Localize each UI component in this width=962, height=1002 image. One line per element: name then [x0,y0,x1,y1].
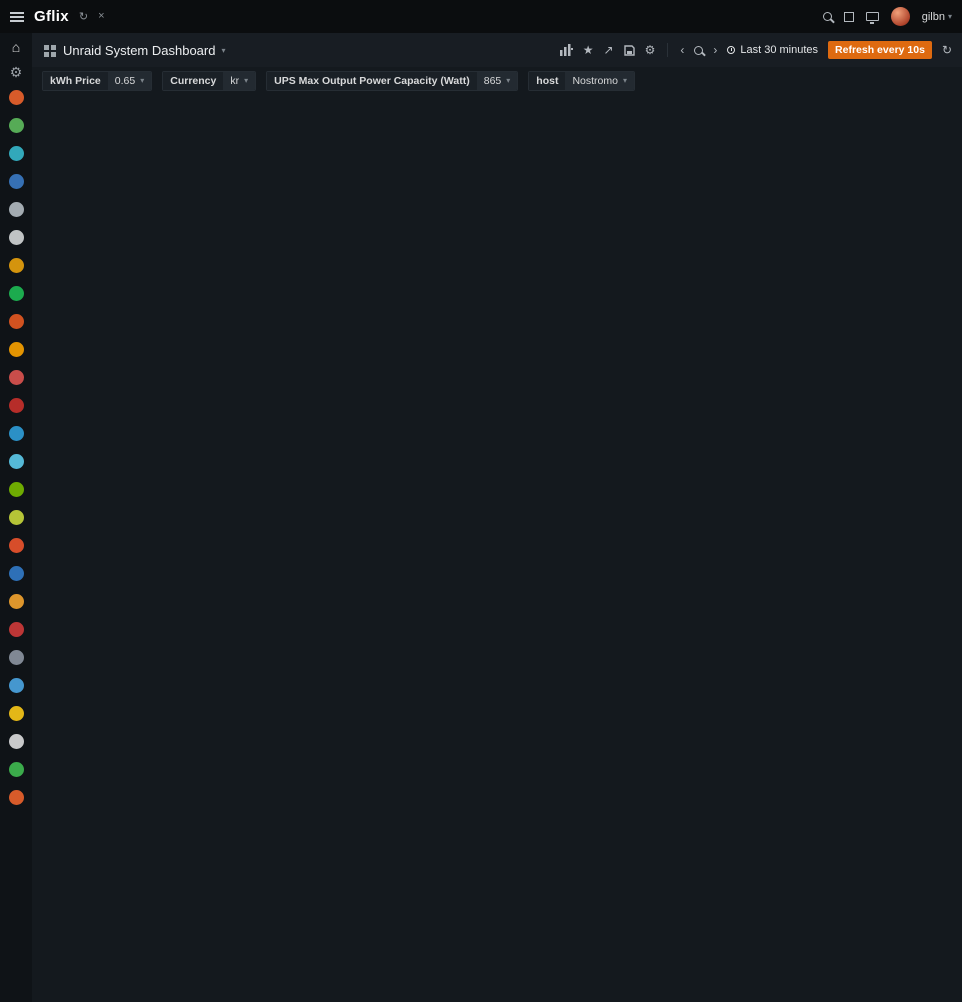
sidebar-app-icon[interactable] [8,510,24,525]
brand-logo[interactable]: Gflix [34,8,69,25]
display-icon[interactable] [865,12,879,24]
variable-label: host [529,71,566,90]
refresh-icon[interactable]: ↻ [941,43,952,57]
sidebar-app-icon[interactable] [8,370,24,385]
variable-value: Nostromo [572,74,618,87]
zoom-out-icon[interactable] [694,45,704,55]
sidebar-app-icon[interactable] [8,790,24,805]
time-shift-right-icon[interactable]: › [713,43,718,57]
dashboard-navbar: Unraid System Dashboard ▾ ★ ↗ ⚙ ‹ › Last… [32,33,962,67]
chevron-down-icon: ▾ [506,76,511,85]
search-icon[interactable] [822,12,832,21]
sidebar-app-icon[interactable] [8,342,24,357]
template-variables: kWh Price 0.65 ▾ Currency kr ▾ UPS Max Out… [32,67,962,94]
avatar[interactable] [890,7,910,26]
fullscreen-icon[interactable] [843,11,854,22]
variable-label: kWh Price [43,71,108,90]
sidebar-app-icon[interactable] [8,118,24,133]
sidebar-app-icon[interactable] [8,202,24,217]
sidebar-app-icon[interactable] [8,762,24,777]
variable-label: Currency [163,71,224,90]
sidebar-app-icon[interactable] [8,482,24,497]
sidebar-app-icon[interactable] [8,706,24,721]
sidebar-app-icon[interactable] [8,146,24,161]
title-caret-icon: ▾ [221,45,226,55]
sidebar-app-icon[interactable] [8,174,24,189]
save-icon[interactable] [623,44,635,56]
user-menu[interactable]: gilbn ▾ [922,11,952,23]
sidebar-app-icon[interactable] [8,650,24,665]
dashboard-picker-icon[interactable] [44,44,49,50]
variable-dropdown[interactable]: kWh Price 0.65 ▾ [42,70,153,91]
star-icon[interactable]: ★ [582,43,594,57]
chevron-down-icon: ▾ [40,100,45,102]
chevron-down-icon: ▾ [140,76,145,85]
sidebar-app-icon[interactable] [8,594,24,609]
variable-label: UPS Max Output Power Capacity (Watt) [267,71,477,90]
dashboard-canvas: ▾ UPS Stats UPS Load % Last 1 hour UPS L… [32,94,48,102]
dashboard-settings-icon[interactable]: ⚙ [644,43,656,57]
sidebar-app-icon[interactable] [8,678,24,693]
sidebar-app-icon[interactable] [8,566,24,581]
sidebar-app-icon[interactable] [8,286,24,301]
variable-dropdown[interactable]: UPS Max Output Power Capacity (Watt) 865… [266,70,519,91]
kiosk-close-icon[interactable]: × [98,10,105,22]
refresh-interval-button[interactable]: Refresh every 10s [828,41,932,59]
username: gilbn [921,10,945,23]
sidebar-app-icon[interactable] [8,538,24,553]
kiosk-cycle-icon[interactable]: ↻ [78,11,89,23]
chevron-down-icon: ▾ [622,76,627,85]
sidebar-app-icon[interactable] [8,398,24,413]
sidebar-app-icon[interactable] [8,734,24,749]
sidebar-app-icon[interactable] [8,90,24,105]
dashboard-title[interactable]: Unraid System Dashboard ▾ [63,42,226,58]
home-icon[interactable]: ⌂ [11,39,21,55]
clock-icon [727,46,736,54]
sidebar-app-icon[interactable] [8,230,24,245]
chevron-down-icon: ▾ [244,76,249,85]
share-icon[interactable]: ↗ [603,43,614,57]
add-panel-icon[interactable] [559,44,573,56]
variable-value: 0.65 [114,74,136,87]
time-range-picker[interactable]: Last 30 minutes [727,44,818,56]
variable-dropdown[interactable]: host Nostromo ▾ [528,70,635,91]
variable-value: kr [230,74,240,87]
sidebar: ⌂ ⚙ [0,33,32,1002]
variable-value: 865 [483,74,502,87]
variable-dropdown[interactable]: Currency kr ▾ [162,70,257,91]
user-caret-icon: ▾ [947,12,952,21]
menu-icon[interactable] [10,11,24,22]
time-shift-left-icon[interactable]: ‹ [680,43,685,57]
settings-icon[interactable]: ⚙ [9,64,23,80]
sidebar-app-icon[interactable] [8,454,24,469]
sidebar-app-icon[interactable] [8,258,24,273]
top-navbar: Gflix ↻ × gilbn ▾ [0,0,962,33]
sidebar-app-icon[interactable] [8,426,24,441]
sidebar-app-icon[interactable] [8,314,24,329]
sidebar-app-icon[interactable] [8,622,24,637]
main-area: Unraid System Dashboard ▾ ★ ↗ ⚙ ‹ › Last… [32,33,962,1002]
